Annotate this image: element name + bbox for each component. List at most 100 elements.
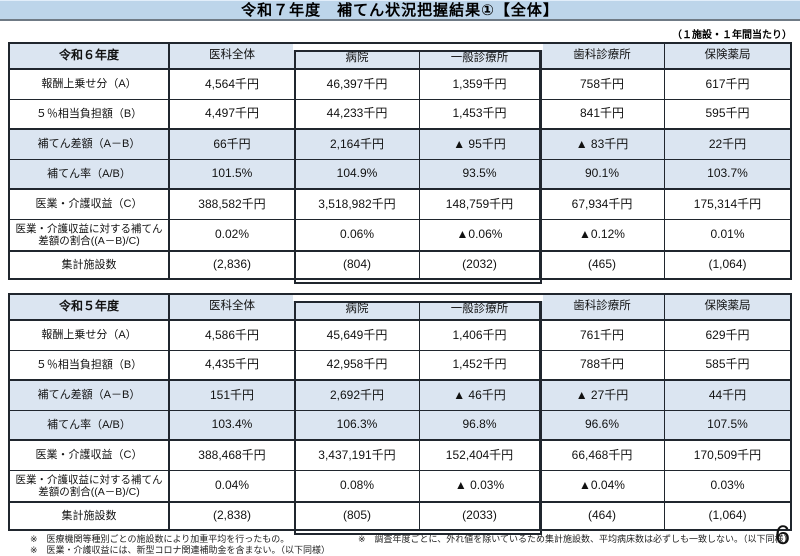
slide-title-bar: 令和７年度 補てん状況把握結果①【全体】 [0, 0, 800, 21]
table-cell: 106.3% [295, 411, 420, 441]
table-cell: 758千円 [540, 70, 665, 100]
row-label: 補てん率（A/B） [10, 411, 170, 441]
table-cell: 595千円 [665, 100, 790, 130]
row-label: 集計施設数 [10, 503, 170, 529]
table-cell: 44,233千円 [295, 100, 420, 130]
table-cell: 4,435千円 [170, 351, 295, 381]
table-cell: 67,934千円 [540, 190, 665, 220]
row-label: 医業・介護収益に対する補てん 差額の割合((A－B)/C) [10, 220, 170, 252]
table-cell: 103.7% [665, 160, 790, 190]
table-cell: 388,582千円 [170, 190, 295, 220]
table-cell: (1,064) [665, 252, 790, 278]
table-grid: 令和６年度 医科全体 病院 一般診療所 歯科診療所 保険薬局 報酬上乗せ分（A）… [10, 44, 790, 278]
table-grid: 令和５年度 医科全体 病院 一般診療所 歯科診療所 保険薬局 報酬上乗せ分（A）… [10, 295, 790, 529]
table-cell: 4,497千円 [170, 100, 295, 130]
footnote-left-block: ※ 医療機関等種別ごとの施設数により加重平均を行ったもの。 ※ 医業・介護収益に… [30, 534, 360, 556]
table-cell: (804) [295, 252, 420, 278]
table-cell: 66,468千円 [540, 441, 665, 471]
table-cell: 585千円 [665, 351, 790, 381]
column-header-pharmacy: 保険薬局 [665, 295, 790, 321]
table-cell: (2032) [420, 252, 540, 278]
table-cell: (1,064) [665, 503, 790, 529]
table-cell: (805) [295, 503, 420, 529]
table-cell: 44千円 [665, 381, 790, 411]
table-cell: ▲ 83千円 [540, 130, 665, 160]
table-cell: 101.5% [170, 160, 295, 190]
table-cell: (2,838) [170, 503, 295, 529]
table-cell: 42,958千円 [295, 351, 420, 381]
column-header-medical-total: 医科全体 [170, 295, 295, 321]
table-cell: 96.6% [540, 411, 665, 441]
table-year-header: 令和５年度 [10, 295, 170, 321]
table-cell: 175,314千円 [665, 190, 790, 220]
column-header-hospital: 病院 [295, 44, 420, 70]
table-cell: 629千円 [665, 321, 790, 351]
table-cell: 148,759千円 [420, 190, 540, 220]
row-label: 補てん差額（A－B） [10, 381, 170, 411]
footnote: ※ 調査年度ごとに、外れ値を除いているため集計施設数、平均病床数は必ずしも一致し… [358, 534, 793, 544]
table-cell: 66千円 [170, 130, 295, 160]
table-cell: 4,564千円 [170, 70, 295, 100]
table-cell: ▲ 95千円 [420, 130, 540, 160]
table-cell: 761千円 [540, 321, 665, 351]
row-label: 医業・介護収益（C） [10, 441, 170, 471]
footnote-right-block: ※ 調査年度ごとに、外れ値を除いているため集計施設数、平均病床数は必ずしも一致し… [358, 534, 794, 545]
table-cell: 4,586千円 [170, 321, 295, 351]
table-cell: ▲0.12% [540, 220, 665, 252]
table-cell: (464) [540, 503, 665, 529]
table-cell: 93.5% [420, 160, 540, 190]
row-label: ５％相当負担額（B） [10, 351, 170, 381]
table-cell: ▲ 46千円 [420, 381, 540, 411]
table-reiwa5-nendo: 令和５年度 医科全体 病院 一般診療所 歯科診療所 保険薬局 報酬上乗せ分（A）… [8, 293, 792, 535]
table-cell: 388,468千円 [170, 441, 295, 471]
table-reiwa6-nendo: 令和６年度 医科全体 病院 一般診療所 歯科診療所 保険薬局 報酬上乗せ分（A）… [8, 42, 792, 284]
table-cell: (465) [540, 252, 665, 278]
row-label: 補てん差額（A－B） [10, 130, 170, 160]
table-cell: 45,649千円 [295, 321, 420, 351]
column-header-general-clinic: 一般診療所 [420, 44, 540, 70]
table-cell: 1,359千円 [420, 70, 540, 100]
table-cell: 1,406千円 [420, 321, 540, 351]
table-cell: 3,518,982千円 [295, 190, 420, 220]
table-cell: 0.04% [170, 471, 295, 503]
table-cell: ▲0.04% [540, 471, 665, 503]
table-cell: ▲0.06% [420, 220, 540, 252]
table-cell: 0.01% [665, 220, 790, 252]
table-cell: 617千円 [665, 70, 790, 100]
row-label: 医業・介護収益に対する補てん 差額の割合((A－B)/C) [10, 471, 170, 503]
table-cell: 104.9% [295, 160, 420, 190]
table-cell: 107.5% [665, 411, 790, 441]
table-cell: 151千円 [170, 381, 295, 411]
row-label: 報酬上乗せ分（A） [10, 321, 170, 351]
page-title: 令和７年度 補てん状況把握結果①【全体】 [241, 2, 559, 19]
table-cell: 152,404千円 [420, 441, 540, 471]
table-cell: 3,437,191千円 [295, 441, 420, 471]
table-cell: 0.06% [295, 220, 420, 252]
page-number: 6 [774, 520, 790, 550]
table-cell: 2,164千円 [295, 130, 420, 160]
column-header-medical-total: 医科全体 [170, 44, 295, 70]
row-label: 集計施設数 [10, 252, 170, 278]
row-label: ５％相当負担額（B） [10, 100, 170, 130]
table-cell: 1,453千円 [420, 100, 540, 130]
table-cell: ▲ 0.03% [420, 471, 540, 503]
table-cell: (2033) [420, 503, 540, 529]
column-header-pharmacy: 保険薬局 [665, 44, 790, 70]
table-cell: 1,452千円 [420, 351, 540, 381]
table-cell: 103.4% [170, 411, 295, 441]
row-label: 医業・介護収益（C） [10, 190, 170, 220]
table-cell: 96.8% [420, 411, 540, 441]
footnote: ※ 医療機関等種別ごとの施設数により加重平均を行ったもの。 [30, 534, 290, 544]
table-cell: 0.08% [295, 471, 420, 503]
table-cell: 841千円 [540, 100, 665, 130]
unit-note: （１施設・１年間当たり） [672, 30, 792, 41]
table-year-header: 令和６年度 [10, 44, 170, 70]
table-cell: 2,692千円 [295, 381, 420, 411]
table-cell: 170,509千円 [665, 441, 790, 471]
table-cell: 90.1% [540, 160, 665, 190]
row-label: 報酬上乗せ分（A） [10, 70, 170, 100]
footnote: ※ 医業・介護収益には、新型コロナ関連補助金を含まない。（以下同様） [30, 544, 331, 555]
table-cell: 0.02% [170, 220, 295, 252]
table-cell: ▲ 27千円 [540, 381, 665, 411]
column-header-dental-clinic: 歯科診療所 [540, 295, 665, 321]
